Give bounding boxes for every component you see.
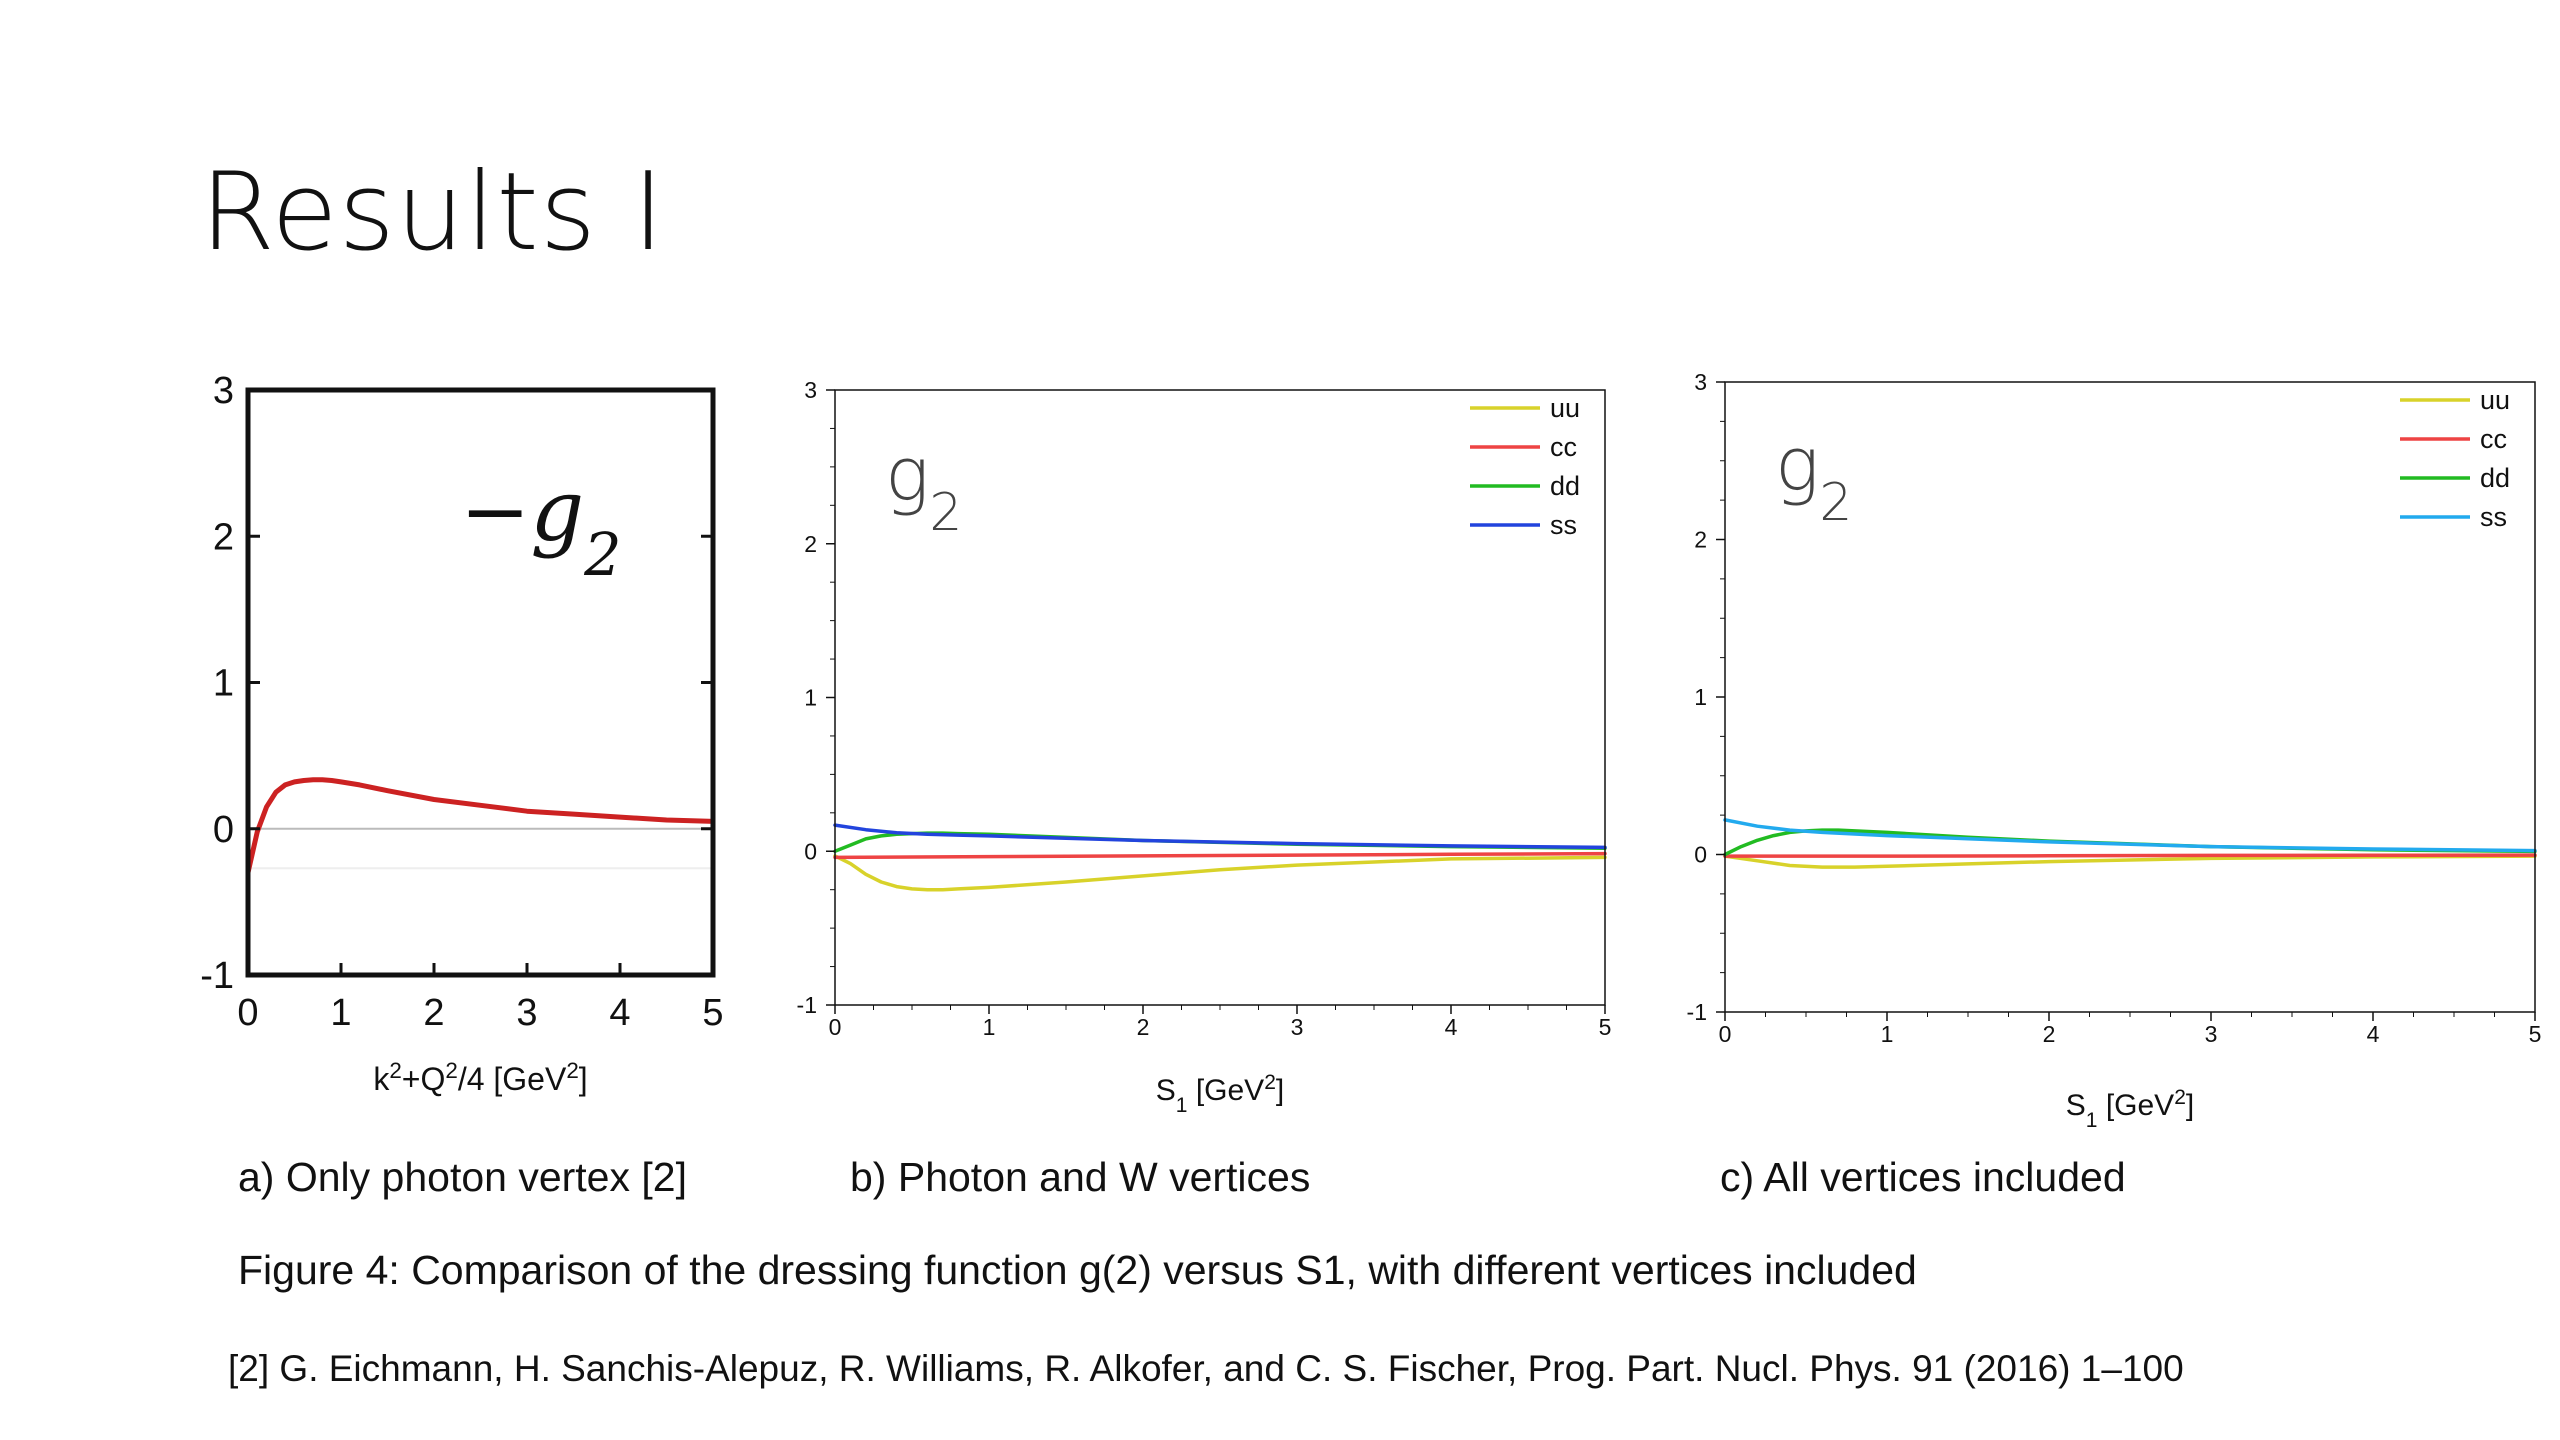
chart-a: 0 1 2 3 4 5 -1 0 1 2 3 k2+Q2/4 [GeV2] −g2 [180,360,740,1120]
chart-a-ytick-label: 2 [213,516,234,558]
chart-c-xlabel: S1 [GeV2] [2066,1086,2194,1132]
chart-c-ytick-label: 2 [1694,527,1707,553]
chart-b-series-cc [833,851,1607,860]
chart-b-xtick-label: 5 [1599,1014,1612,1040]
chart-c-legend-label-uu: uu [2480,385,2510,415]
chart-a-series-0 [245,777,716,876]
chart-c-series-uu [1723,854,2537,869]
chart-c-ytick-label: 0 [1694,842,1707,868]
chart-c-legend-label-cc: cc [2480,424,2507,454]
chart-c-xtick-label: 3 [2205,1021,2218,1047]
caption-a: a) Only photon vertex [2] [238,1154,687,1200]
chart-b-svg: 0 1 2 3 4 5 -1 0 1 2 3 S1 [GeV2] g2 uu cc dd ss [797,377,1612,1117]
caption-c: c) All vertices included [1720,1154,2126,1200]
chart-c-ytick-label: 3 [1694,369,1707,395]
chart-a-xtick-label: 2 [423,992,444,1034]
chart-c-xtick-label: 4 [2367,1021,2380,1047]
chart-c-xtick-label: 1 [1881,1021,1894,1047]
chart-b-xtick-label: 0 [829,1014,842,1040]
chart-c-series-cc [1723,853,2537,858]
chart-b-xtick-label: 1 [983,1014,996,1040]
chart-b: 0 1 2 3 4 5 -1 0 1 2 3 S1 [GeV2] g2 uu cc dd ss [775,360,1655,1120]
chart-c-xtick-label: 2 [2043,1021,2056,1047]
chart-c-xtick-label: 5 [2529,1021,2542,1047]
chart-b-xtick-label: 4 [1445,1014,1458,1040]
chart-c-ytick-label: -1 [1687,999,1707,1025]
chart-a-ytick-label: 1 [213,663,234,705]
chart-a-ytick-label: 3 [213,370,234,412]
chart-b-legend-label-cc: cc [1550,432,1577,462]
chart-b-series-uu [833,854,1607,892]
chart-a-xtick-label: 0 [237,992,258,1034]
chart-c: 0 1 2 3 4 5 -1 0 1 2 3 S1 [GeV2] g2 uu cc dd ss [1685,360,2555,1132]
chart-b-ytick-label: 0 [804,838,817,864]
chart-b-xtick-label: 3 [1291,1014,1304,1040]
chart-b-legend-label-uu: uu [1550,393,1580,423]
chart-a-xtick-label: 5 [702,992,723,1034]
chart-c-legend-label-ss: ss [2480,502,2507,532]
chart-c-annotation: g2 [1775,422,1852,533]
chart-c-ytick-label: 1 [1694,684,1707,710]
chart-b-series-ss [833,823,1607,850]
chart-b-xlabel: S1 [GeV2] [1156,1071,1284,1117]
chart-b-legend-label-ss: ss [1550,510,1577,540]
chart-c-svg: 0 1 2 3 4 5 -1 0 1 2 3 S1 [GeV2] g2 uu cc dd ss [1687,369,2542,1132]
chart-a-annotation: −g2 [460,462,622,589]
chart-a-ytick-label: -1 [200,955,234,997]
chart-b-ytick-label: 3 [804,377,817,403]
chart-c-series-ss [1723,818,2537,853]
figure-caption: Figure 4: Comparison of the dressing fun… [238,1247,1917,1293]
slide-title: Results I [200,150,666,275]
chart-a-xtick-label: 3 [516,992,537,1034]
caption-b: b) Photon and W vertices [850,1154,1311,1200]
chart-b-ytick-label: 2 [804,531,817,557]
chart-a-ytick-label: 0 [213,809,234,851]
chart-c-xtick-label: 0 [1719,1021,1732,1047]
chart-a-xlabel: k2+Q2/4 [GeV2] [373,1058,587,1098]
chart-a-xtick-label: 1 [330,992,351,1034]
chart-b-ytick-label: 1 [804,685,817,711]
chart-b-xtick-label: 2 [1137,1014,1150,1040]
chart-b-annotation: g2 [885,432,962,543]
chart-c-legend-label-dd: dd [2480,463,2510,493]
chart-b-legend-label-dd: dd [1550,471,1580,501]
chart-b-ytick-label: -1 [797,992,817,1018]
reference-text: [2] G. Eichmann, H. Sanchis-Alepuz, R. W… [228,1348,2184,1389]
chart-a-xtick-label: 4 [609,992,630,1034]
